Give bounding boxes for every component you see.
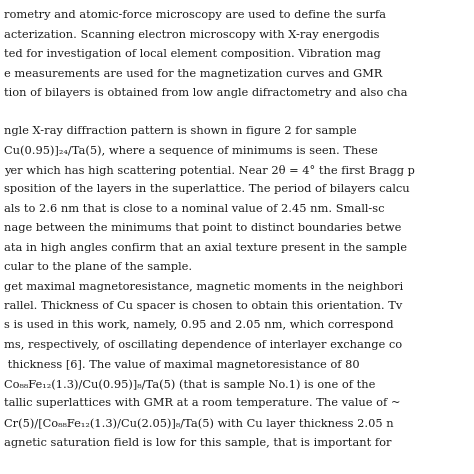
Text: sposition of the layers in the superlattice. The period of bilayers calcu: sposition of the layers in the superlatt… <box>4 184 410 194</box>
Text: tallic superlattices with GMR at a room temperature. The value of ~: tallic superlattices with GMR at a room … <box>4 399 401 409</box>
Text: yer which has high scattering potential. Near 2θ = 4° the first Bragg p: yer which has high scattering potential.… <box>4 164 415 175</box>
Text: tion of bilayers is obtained from low angle difractometry and also cha: tion of bilayers is obtained from low an… <box>4 88 408 98</box>
Text: ms, respectively, of oscillating dependence of interlayer exchange co: ms, respectively, of oscillating depende… <box>4 340 402 350</box>
Text: rometry and atomic-force microscopy are used to define the surfa: rometry and atomic-force microscopy are … <box>4 10 386 20</box>
Text: ted for investigation of local element composition. Vibration mag: ted for investigation of local element c… <box>4 49 381 59</box>
Text: acterization. Scanning electron microscopy with X-ray energodis: acterization. Scanning electron microsco… <box>4 29 380 39</box>
Text: get maximal magnetoresistance, magnetic moments in the neighbori: get maximal magnetoresistance, magnetic … <box>4 282 403 292</box>
Text: ngle X-ray diffraction pattern is shown in figure 2 for sample: ngle X-ray diffraction pattern is shown … <box>4 126 356 136</box>
Text: ata in high angles confirm that an axial texture present in the sample: ata in high angles confirm that an axial… <box>4 243 407 253</box>
Text: nage between the minimums that point to distinct boundaries betwe: nage between the minimums that point to … <box>4 223 401 233</box>
Text: Cu(0.95)]₂₄/Ta(5), where a sequence of minimums is seen. These: Cu(0.95)]₂₄/Ta(5), where a sequence of m… <box>4 145 378 155</box>
Text: cular to the plane of the sample.: cular to the plane of the sample. <box>4 262 192 272</box>
Text: agnetic saturation field is low for this sample, that is important for: agnetic saturation field is low for this… <box>4 438 392 447</box>
Text: Co₈₈Fe₁₂(1.3)/Cu(0.95)]₈/Ta(5) (that is sample No.1) is one of the: Co₈₈Fe₁₂(1.3)/Cu(0.95)]₈/Ta(5) (that is … <box>4 379 375 390</box>
Text: rallel. Thickness of Cu spacer is chosen to obtain this orientation. Tv: rallel. Thickness of Cu spacer is chosen… <box>4 301 402 311</box>
Text: als to 2.6 nm that is close to a nominal value of 2.45 nm. Small-sc: als to 2.6 nm that is close to a nominal… <box>4 203 384 213</box>
Text: Cr(5)/[Co₈₈Fe₁₂(1.3)/Cu(2.05)]₈/Ta(5) with Cu layer thickness 2.05 n: Cr(5)/[Co₈₈Fe₁₂(1.3)/Cu(2.05)]₈/Ta(5) wi… <box>4 418 393 428</box>
Text: thickness [6]. The value of maximal magnetoresistance of 80: thickness [6]. The value of maximal magn… <box>4 359 360 370</box>
Text: e measurements are used for the magnetization curves and GMR: e measurements are used for the magnetiz… <box>4 69 383 79</box>
Text: s is used in this work, namely, 0.95 and 2.05 nm, which correspond: s is used in this work, namely, 0.95 and… <box>4 320 393 330</box>
